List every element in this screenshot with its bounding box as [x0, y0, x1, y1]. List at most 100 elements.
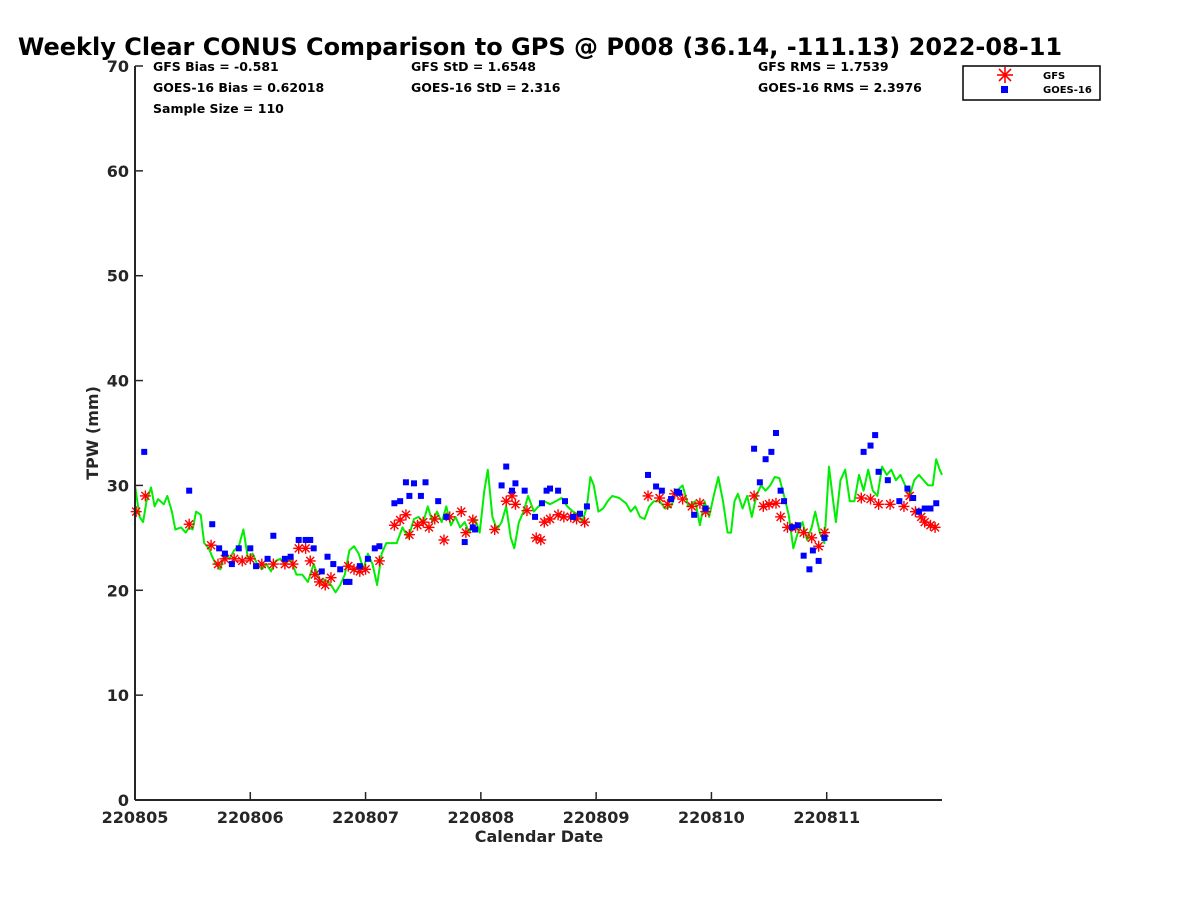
y-tick-label: 40	[107, 372, 129, 391]
goes-point	[756, 479, 763, 486]
goes-point	[356, 563, 363, 570]
goes-point	[583, 503, 590, 510]
goes-point	[772, 430, 779, 436]
series-line-gps	[134, 458, 943, 594]
gfs-point	[798, 527, 810, 539]
goes-point	[318, 568, 325, 575]
gfs-point	[438, 534, 450, 546]
goes-point	[921, 505, 928, 512]
gfs-point	[686, 500, 698, 512]
goes-point	[287, 553, 294, 560]
gfs-point	[544, 513, 556, 525]
gfs-point	[455, 506, 467, 518]
goes-point	[141, 448, 148, 455]
y-tick-label: 20	[107, 581, 129, 600]
goes-point	[538, 500, 545, 507]
goes-point	[555, 487, 562, 494]
y-tick-label: 0	[118, 791, 129, 810]
goes-point	[927, 505, 934, 512]
goes-point	[577, 510, 584, 517]
gfs-point	[212, 558, 224, 570]
goes-point	[498, 482, 505, 489]
goes-point	[310, 545, 317, 552]
gfs-point	[530, 532, 542, 544]
goes-point	[472, 526, 479, 533]
goes-point	[330, 561, 337, 568]
goes-point	[461, 539, 468, 546]
goes-point	[186, 487, 193, 494]
y-axis-label: TPW (mm)	[83, 386, 102, 480]
gfs-point	[579, 516, 591, 528]
goes-point	[910, 495, 917, 502]
gfs-point	[373, 555, 385, 567]
goes-point	[875, 468, 882, 475]
goes-point	[821, 534, 828, 541]
gfs-point	[309, 569, 321, 581]
gfs-point	[429, 513, 441, 525]
goes-point	[221, 550, 228, 557]
goes-point	[762, 456, 769, 463]
gfs-point	[139, 490, 151, 502]
goes-point	[702, 505, 709, 512]
gfs-point	[654, 492, 666, 504]
goes-point	[281, 555, 288, 562]
y-axis-ticks: 0 10 20 30 40 50 60 70	[107, 57, 143, 810]
goes-point	[547, 485, 554, 492]
goes-point	[933, 500, 940, 507]
goes-point	[768, 448, 775, 455]
gfs-point	[256, 558, 268, 570]
goes-point	[570, 513, 577, 520]
goes-point	[789, 524, 796, 531]
goes-point	[653, 483, 660, 490]
gfs-point	[287, 558, 299, 570]
goes-point	[806, 566, 813, 573]
goes-point	[371, 545, 378, 552]
goes-point	[691, 511, 698, 518]
goes-point	[543, 487, 550, 494]
gfs-point	[748, 490, 760, 502]
stat-gfs-rms: GFS RMS = 1.7539	[758, 59, 889, 74]
stat-gfs-std: GFS StD = 1.6548	[411, 59, 536, 74]
goes-point	[915, 508, 922, 515]
goes-point	[815, 557, 822, 564]
goes-point	[364, 555, 371, 562]
y-tick-label: 30	[107, 476, 129, 495]
goes-point	[346, 578, 353, 585]
goes-point	[668, 496, 675, 503]
gfs-point	[342, 560, 354, 572]
gfs-point	[694, 497, 706, 509]
goes-point	[264, 555, 271, 562]
goes-point	[443, 513, 450, 520]
gfs-point	[300, 542, 312, 554]
goes-point	[397, 498, 404, 505]
gfs-point	[236, 555, 248, 567]
stat-goes-bias: GOES-16 Bias = 0.62018	[153, 80, 324, 95]
goes-point	[402, 479, 409, 486]
gfs-point	[558, 511, 570, 523]
legend-box	[962, 65, 1101, 101]
gfs-point	[360, 563, 372, 575]
goes-point	[228, 561, 235, 568]
gfs-point	[535, 534, 547, 546]
goes-point	[645, 471, 652, 478]
legend-label-gfs: GFS	[1043, 71, 1065, 82]
goes-point	[422, 479, 429, 486]
goes-point	[562, 498, 569, 505]
plot-area	[130, 430, 943, 594]
goes-point	[337, 566, 344, 573]
gfs-point	[403, 529, 415, 541]
gfs-point	[411, 519, 423, 531]
y-tick-label: 60	[107, 162, 129, 181]
goes-point	[800, 552, 807, 559]
legend: GFS GOES-16	[962, 65, 1101, 101]
goes-point	[860, 448, 867, 455]
x-tick-label: 220806	[217, 808, 284, 827]
gfs-point	[924, 519, 936, 531]
goes-point	[417, 492, 424, 499]
gfs-point	[509, 498, 521, 510]
gfs-point	[813, 540, 825, 552]
x-tick-label: 220811	[793, 808, 860, 827]
stat-goes-std: GOES-16 StD = 2.316	[411, 80, 561, 95]
gfs-point	[538, 516, 550, 528]
